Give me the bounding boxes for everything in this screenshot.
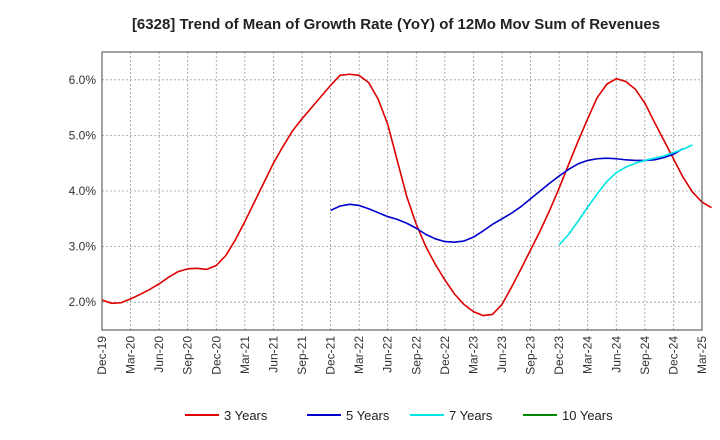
chart-title: [6328] Trend of Mean of Growth Rate (YoY… (132, 16, 660, 33)
x-tick-label: Dec-21 (324, 336, 338, 375)
x-tick-label: Sep-22 (409, 336, 423, 375)
x-tick-label: Jun-20 (152, 336, 166, 373)
x-tick-label: Mar-25 (695, 336, 709, 374)
legend-label: 10 Years (562, 408, 613, 423)
x-tick-label: Jun-23 (495, 336, 509, 373)
x-tick-label: Mar-20 (124, 336, 138, 374)
x-tick-label: Sep-21 (295, 336, 309, 375)
plot-frame (101, 51, 703, 331)
x-tick-label: Sep-23 (524, 336, 538, 375)
y-tick-label: 4.0% (69, 184, 97, 198)
legend-label: 3 Years (224, 408, 268, 423)
y-tick-label: 6.0% (69, 73, 97, 87)
x-tick-label: Dec-23 (552, 336, 566, 375)
legend-label: 7 Years (449, 408, 493, 423)
series-line-7-years (558, 144, 693, 246)
x-tick-label: Dec-24 (666, 336, 680, 375)
y-axis-ticks: 2.0% 3.0% 4.0% 5.0% 6.0% (69, 73, 97, 309)
grid-layer (102, 52, 702, 330)
y-tick-label: 2.0% (69, 295, 97, 309)
x-tick-label: Dec-20 (209, 336, 223, 375)
x-tick-label: Sep-20 (181, 336, 195, 375)
x-tick-label: Dec-19 (95, 336, 109, 375)
y-tick-label: 5.0% (69, 128, 97, 142)
x-tick-label: Jun-24 (609, 336, 623, 373)
x-tick-label: Jun-21 (266, 336, 280, 373)
x-tick-label: Mar-24 (581, 336, 595, 374)
x-tick-label: Jun-22 (381, 336, 395, 373)
legend: 3 Years 5 Years 7 Years 10 Years (185, 408, 613, 423)
series-line-3-years (101, 73, 712, 317)
x-tick-label: Dec-22 (438, 336, 452, 375)
x-tick-label: Mar-21 (238, 336, 252, 374)
x-tick-label: Mar-22 (352, 336, 366, 374)
x-tick-label: Mar-23 (466, 336, 480, 374)
series-line-5-years (330, 148, 684, 243)
y-tick-label: 3.0% (69, 240, 97, 254)
series-layer (101, 73, 712, 317)
x-axis-ticks: Dec-19 Mar-20 Jun-20 Sep-20 Dec-20 Mar-21 Jun-… (95, 336, 709, 375)
x-tick-label: Sep-24 (638, 336, 652, 375)
legend-label: 5 Years (346, 408, 390, 423)
